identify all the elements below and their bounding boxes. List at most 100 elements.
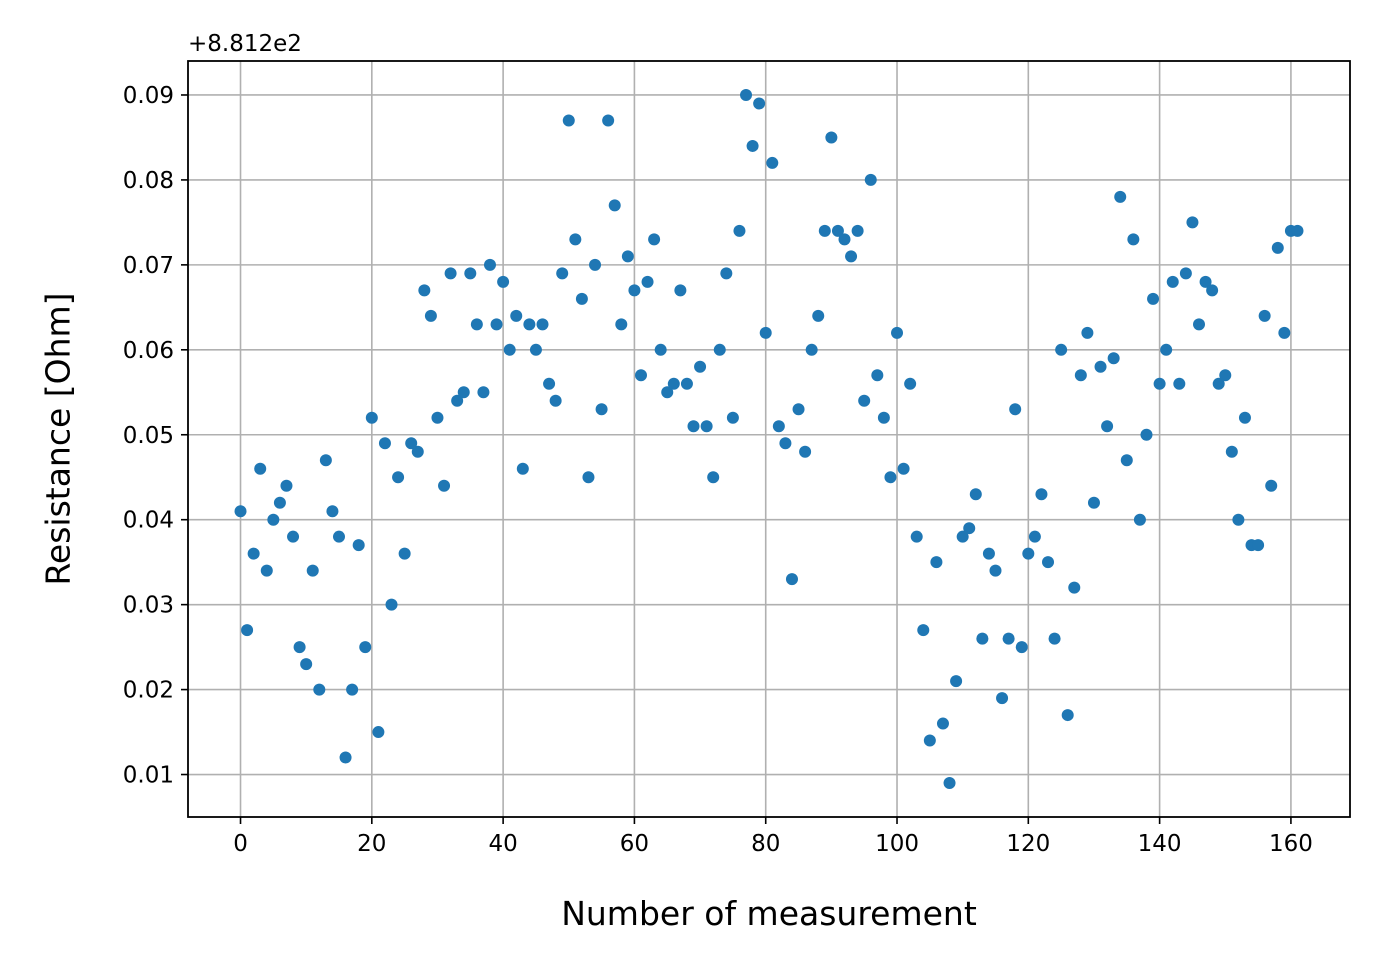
- data-point: [720, 267, 733, 280]
- data-point: [1081, 326, 1094, 339]
- y-tick-label: 0.07: [123, 253, 174, 279]
- data-point: [392, 471, 405, 484]
- data-point: [1166, 275, 1179, 288]
- data-point: [1291, 224, 1304, 237]
- data-point: [280, 479, 293, 492]
- data-point: [385, 598, 398, 611]
- data-point: [1087, 496, 1100, 509]
- data-point: [543, 377, 556, 390]
- data-point: [556, 267, 569, 280]
- x-axis-ticks: 0 20 40 60 80 100 120 140 160: [233, 817, 1313, 857]
- data-point: [457, 386, 470, 399]
- data-point: [589, 258, 602, 271]
- data-point: [779, 437, 792, 450]
- data-point: [772, 420, 785, 433]
- data-point: [1232, 513, 1245, 526]
- y-tick-label: 0.08: [123, 168, 174, 194]
- data-point: [431, 411, 444, 424]
- data-point: [1127, 233, 1140, 246]
- data-point: [523, 318, 536, 331]
- data-point: [536, 318, 549, 331]
- data-point: [372, 726, 385, 739]
- data-point: [1160, 343, 1173, 356]
- data-point: [989, 564, 1002, 577]
- data-point: [1140, 428, 1153, 441]
- data-point: [851, 224, 864, 237]
- data-point: [1009, 403, 1022, 416]
- data-point: [969, 488, 982, 501]
- data-point: [549, 394, 562, 407]
- data-point: [313, 683, 326, 696]
- data-point: [713, 343, 726, 356]
- data-point: [707, 471, 720, 484]
- data-point: [267, 513, 280, 526]
- data-point: [910, 530, 923, 543]
- data-point: [595, 403, 608, 416]
- data-point: [667, 377, 680, 390]
- data-point: [799, 445, 812, 458]
- data-point: [1252, 539, 1265, 552]
- data-point: [405, 437, 418, 450]
- x-tick-label: 80: [751, 831, 780, 857]
- y-tick-label: 0.05: [123, 423, 174, 449]
- data-point: [923, 734, 936, 747]
- data-point: [332, 530, 345, 543]
- data-point: [477, 386, 490, 399]
- data-point: [569, 233, 582, 246]
- data-point: [1193, 318, 1206, 331]
- data-point: [634, 369, 647, 382]
- data-point: [825, 131, 838, 144]
- data-point: [628, 284, 641, 297]
- y-tick-label: 0.09: [123, 83, 174, 109]
- y-tick-label: 0.02: [123, 678, 174, 704]
- data-point: [917, 624, 930, 637]
- data-point: [674, 284, 687, 297]
- data-point: [648, 233, 661, 246]
- data-point: [234, 505, 247, 518]
- data-point: [497, 275, 510, 288]
- data-point: [930, 556, 943, 569]
- data-point: [260, 564, 273, 577]
- data-point: [1179, 267, 1192, 280]
- data-point: [444, 267, 457, 280]
- y-axis-label: Resistance [Ohm]: [39, 292, 78, 585]
- data-point: [503, 343, 516, 356]
- x-axis-label: Number of measurement: [561, 894, 977, 933]
- data-point: [306, 564, 319, 577]
- data-point: [766, 156, 779, 169]
- data-point: [982, 547, 995, 560]
- data-point: [1068, 581, 1081, 594]
- data-point: [602, 114, 615, 127]
- x-tick-label: 120: [1006, 831, 1050, 857]
- data-point: [700, 420, 713, 433]
- data-point: [1022, 547, 1035, 560]
- data-points: [234, 88, 1304, 790]
- data-point: [339, 751, 352, 764]
- data-point: [904, 377, 917, 390]
- data-point: [956, 530, 969, 543]
- data-point: [1015, 641, 1028, 654]
- data-point: [1173, 377, 1186, 390]
- data-point: [254, 462, 267, 475]
- data-point: [1055, 343, 1068, 356]
- data-point: [858, 394, 871, 407]
- data-point: [287, 530, 300, 543]
- data-point: [1074, 369, 1087, 382]
- data-point: [864, 173, 877, 186]
- data-point: [1212, 377, 1225, 390]
- data-point: [963, 522, 976, 535]
- data-point: [1028, 530, 1041, 543]
- data-point: [1258, 309, 1271, 322]
- data-point: [529, 343, 542, 356]
- x-tick-label: 60: [620, 831, 649, 857]
- data-point: [1219, 369, 1232, 382]
- data-point: [1002, 632, 1015, 645]
- x-tick-label: 0: [233, 831, 248, 857]
- data-point: [1094, 360, 1107, 373]
- data-point: [831, 224, 844, 237]
- data-point: [1199, 275, 1212, 288]
- data-point: [1120, 454, 1133, 467]
- data-point: [976, 632, 989, 645]
- data-point: [943, 777, 956, 790]
